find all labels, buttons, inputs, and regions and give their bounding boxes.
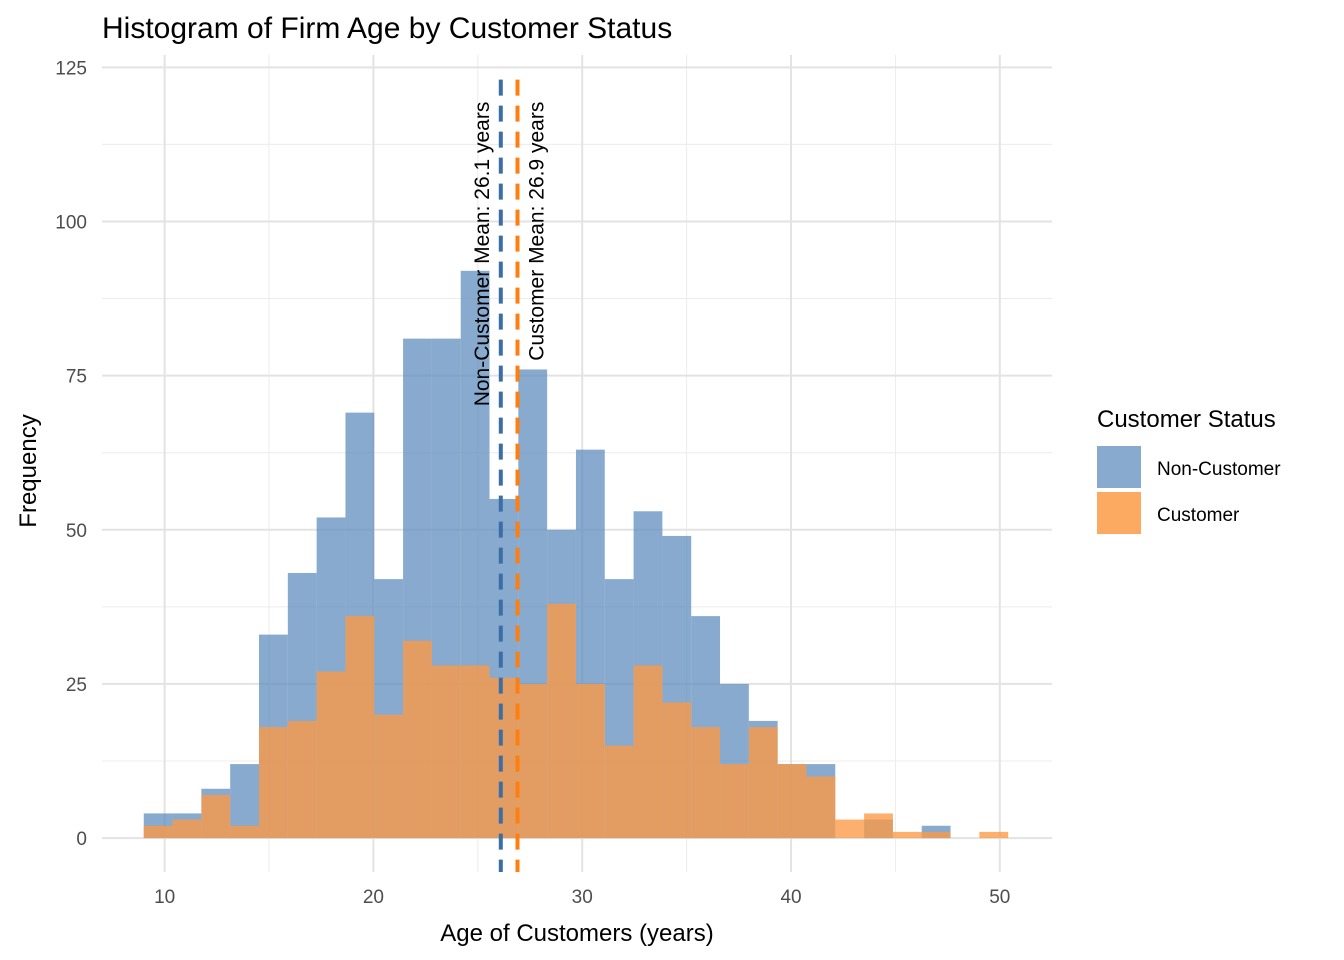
x-tick-label: 40 bbox=[780, 887, 801, 908]
x-tick-label: 30 bbox=[572, 887, 593, 908]
bar-customer bbox=[345, 616, 375, 839]
bar-customer bbox=[230, 825, 260, 839]
bar-customer bbox=[518, 683, 548, 839]
bar-customer bbox=[864, 813, 893, 839]
bar-customer bbox=[835, 819, 865, 839]
y-tick-label: 50 bbox=[66, 521, 87, 542]
bar-customer bbox=[691, 727, 721, 839]
x-axis-label: Age of Customers (years) bbox=[440, 920, 713, 947]
bar-customer bbox=[547, 603, 576, 839]
bar-customer bbox=[662, 702, 692, 839]
bar-customer bbox=[777, 764, 807, 839]
bar-customer bbox=[259, 727, 288, 839]
mean-label-customer: Customer Mean: 26.9 years bbox=[525, 102, 548, 361]
bar-customer bbox=[143, 825, 173, 839]
bar-customer bbox=[431, 665, 461, 839]
bar-customer bbox=[201, 794, 231, 839]
mean-lines: Non-Customer Mean: 26.1 years Customer Me… bbox=[471, 79, 548, 872]
bar-customer bbox=[979, 831, 1009, 839]
y-tick-label: 125 bbox=[55, 58, 87, 79]
y-tick-label: 0 bbox=[76, 829, 87, 850]
bar-customer bbox=[172, 819, 202, 839]
y-tick-labels: 0 25 50 75 100 125 bbox=[55, 58, 87, 850]
bar-customer bbox=[806, 776, 836, 839]
legend-label-non-customer: Non-Customer bbox=[1157, 459, 1281, 480]
legend-label-customer: Customer bbox=[1157, 505, 1240, 526]
bar-customer bbox=[287, 720, 317, 839]
bar-customer bbox=[633, 665, 663, 839]
legend-key-customer bbox=[1097, 492, 1141, 534]
bar-customer bbox=[316, 671, 346, 839]
y-tick-label: 25 bbox=[66, 675, 87, 696]
chart-title: Histogram of Firm Age by Customer Status bbox=[102, 12, 672, 45]
y-tick-label: 100 bbox=[55, 212, 87, 233]
legend: Customer Status Non-Customer Customer bbox=[1097, 406, 1281, 534]
x-tick-label: 20 bbox=[363, 887, 384, 908]
x-tick-label: 10 bbox=[154, 887, 175, 908]
bar-customer bbox=[921, 831, 951, 839]
legend-title: Customer Status bbox=[1097, 406, 1276, 433]
bars-customer bbox=[143, 603, 1009, 839]
bar-customer bbox=[604, 745, 634, 839]
legend-key-non-customer bbox=[1097, 446, 1141, 488]
mean-label-non-customer: Non-Customer Mean: 26.1 years bbox=[471, 102, 494, 407]
bar-customer bbox=[460, 665, 490, 839]
y-axis-label: Frequency bbox=[15, 414, 42, 527]
bar-customer bbox=[575, 683, 605, 839]
bar-customer bbox=[892, 831, 922, 839]
x-tick-label: 50 bbox=[989, 887, 1010, 908]
y-tick-label: 75 bbox=[66, 367, 87, 388]
bar-customer bbox=[720, 764, 749, 839]
bar-customer bbox=[374, 714, 404, 839]
x-tick-labels: 10 20 30 40 50 bbox=[154, 887, 1010, 908]
bar-customer bbox=[403, 640, 432, 839]
bar-customer bbox=[489, 677, 519, 839]
bar-customer bbox=[748, 727, 778, 839]
